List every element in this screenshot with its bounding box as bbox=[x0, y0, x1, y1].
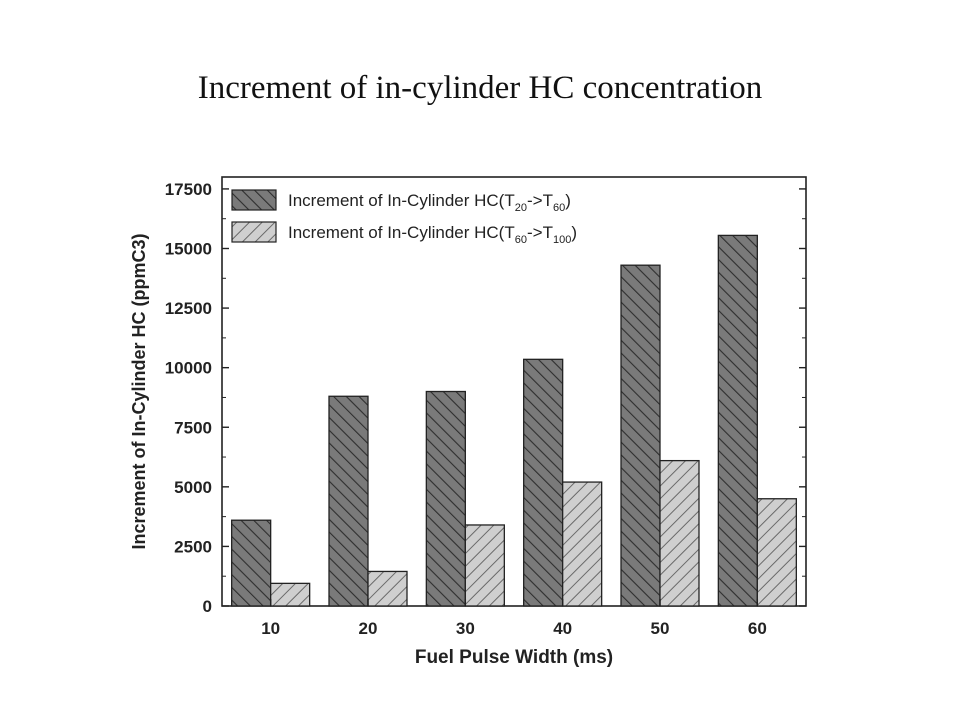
x-tick-label: 50 bbox=[651, 619, 670, 638]
y-tick-label: 15000 bbox=[165, 240, 212, 259]
legend-label-1: Increment of In-Cylinder HC(T20->T60) bbox=[288, 191, 571, 214]
y-tick-label: 10000 bbox=[165, 359, 212, 378]
plot-frame bbox=[221, 176, 807, 607]
y-tick-label: 0 bbox=[203, 597, 212, 616]
x-tick-label: 10 bbox=[261, 619, 280, 638]
bar-series1-40 bbox=[523, 358, 564, 607]
bar-series2-30 bbox=[464, 524, 505, 607]
bar-series1-50 bbox=[620, 264, 661, 607]
bar-series1-20 bbox=[328, 395, 369, 607]
bar-series2-10 bbox=[270, 582, 311, 607]
legend-swatch-1 bbox=[231, 189, 277, 211]
legend-label-2: Increment of In-Cylinder HC(T60->T100) bbox=[288, 223, 577, 246]
bar-series2-60 bbox=[756, 498, 797, 607]
x-tick-label: 20 bbox=[359, 619, 378, 638]
y-tick-label: 17500 bbox=[165, 180, 212, 199]
bar-series1-30 bbox=[425, 390, 466, 607]
x-tick-label: 40 bbox=[553, 619, 572, 638]
legend-swatch-2 bbox=[231, 221, 277, 243]
y-axis-label: Increment of In-Cylinder HC (ppmC3) bbox=[129, 233, 149, 549]
x-tick-label: 60 bbox=[748, 619, 767, 638]
x-axis-label: Fuel Pulse Width (ms) bbox=[415, 647, 613, 668]
bar-series2-50 bbox=[659, 459, 700, 607]
y-tick-label: 2500 bbox=[174, 537, 212, 556]
bar-series2-20 bbox=[367, 570, 408, 607]
bar-series1-60 bbox=[717, 234, 758, 607]
bar-series2-40 bbox=[562, 481, 603, 607]
bar-series1-10 bbox=[231, 519, 272, 607]
y-tick-label: 7500 bbox=[174, 418, 212, 437]
y-tick-label: 12500 bbox=[165, 299, 212, 318]
x-tick-label: 30 bbox=[456, 619, 475, 638]
slide-title: Increment of in-cylinder HC concentratio… bbox=[197, 70, 763, 106]
y-tick-label: 5000 bbox=[174, 478, 212, 497]
